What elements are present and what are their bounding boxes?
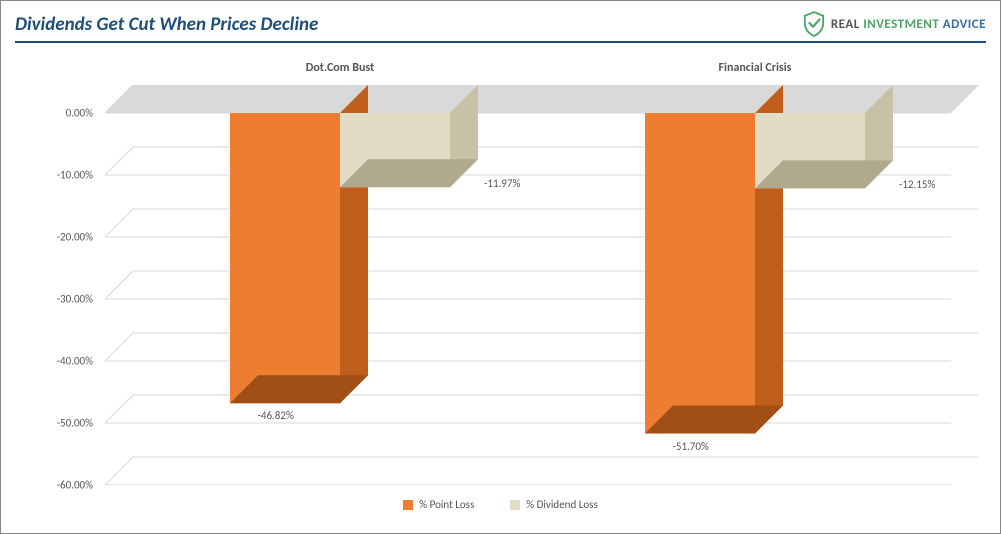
logo: REAL INVESTMENT ADVICE bbox=[803, 11, 986, 37]
bar-front bbox=[230, 113, 340, 403]
data-label: -12.15% bbox=[899, 178, 935, 191]
legend: % Point Loss % Dividend Loss bbox=[15, 498, 986, 511]
y-tick-label: -50.00% bbox=[57, 417, 93, 430]
bar-front bbox=[645, 113, 755, 434]
chart-title: Dividends Get Cut When Prices Decline bbox=[15, 13, 318, 36]
shield-icon bbox=[803, 11, 825, 37]
logo-word-investment: INVESTMENT bbox=[863, 17, 939, 32]
category-label: Financial Crisis bbox=[655, 61, 855, 75]
y-tick-label: -20.00% bbox=[57, 231, 93, 244]
legend-item-point-loss: % Point Loss bbox=[403, 498, 474, 511]
legend-item-dividend-loss: % Dividend Loss bbox=[510, 498, 597, 511]
logo-text: REAL INVESTMENT ADVICE bbox=[831, 17, 986, 32]
y-tick-label: 0.00% bbox=[66, 107, 93, 120]
logo-word-advice: ADVICE bbox=[943, 17, 986, 32]
logo-word-real: REAL bbox=[831, 17, 860, 32]
data-label: -51.70% bbox=[673, 440, 709, 453]
y-tick-label: -30.00% bbox=[57, 293, 93, 306]
y-tick-label: -60.00% bbox=[57, 479, 93, 492]
category-label: Dot.Com Bust bbox=[240, 61, 440, 75]
chart-area: 0.00% -10.00% -20.00% -30.00% -40.00% -50.00%… bbox=[15, 49, 986, 525]
chart-container: Dividends Get Cut When Prices Decline RE… bbox=[0, 0, 1001, 534]
plot-region: 0.00%-10.00%-20.00%-30.00%-40.00%-50.00%… bbox=[105, 85, 979, 485]
data-label: -11.97% bbox=[484, 177, 520, 190]
legend-label-dividend-loss: % Dividend Loss bbox=[526, 498, 597, 511]
legend-swatch-point-loss bbox=[403, 500, 413, 510]
legend-swatch-dividend-loss bbox=[510, 500, 520, 510]
y-tick-label: -40.00% bbox=[57, 355, 93, 368]
axis-floor bbox=[105, 85, 979, 113]
data-label: -46.82% bbox=[258, 409, 294, 422]
chart-svg bbox=[105, 85, 979, 485]
header: Dividends Get Cut When Prices Decline RE… bbox=[15, 7, 986, 43]
y-tick-label: -10.00% bbox=[57, 169, 93, 182]
legend-label-point-loss: % Point Loss bbox=[419, 498, 474, 511]
